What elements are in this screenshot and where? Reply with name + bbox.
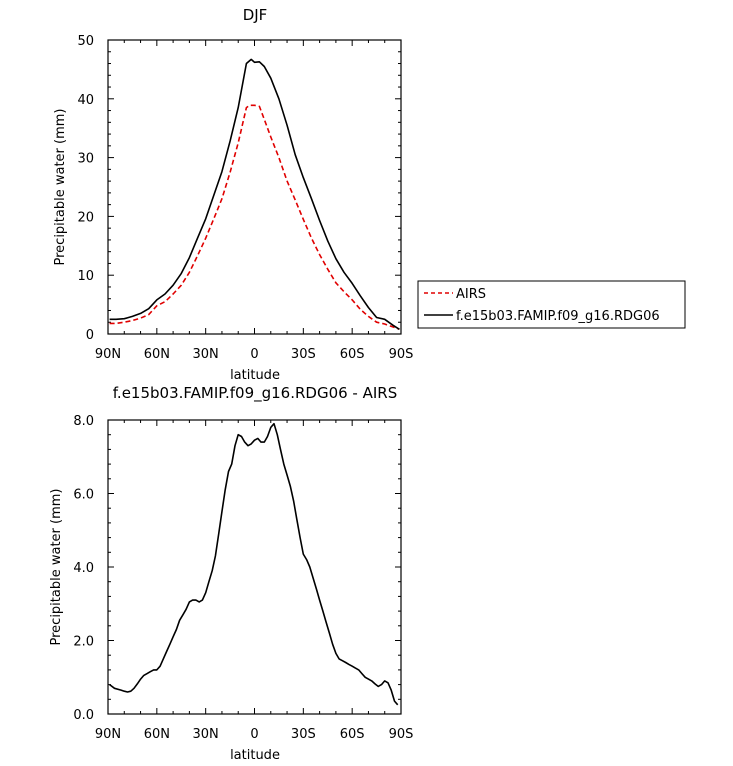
x-tick-label: 60S	[340, 727, 365, 742]
y-tick-label: 0	[86, 328, 94, 343]
bottom-panel: f.e15b03.FAMIP.f09_g16.RDG06 - AIRS 90N 6…	[49, 384, 413, 763]
x-tick-label: 90S	[389, 727, 414, 742]
y-tick-label: 30	[77, 152, 94, 167]
y-tick-label: 2.0	[73, 635, 94, 650]
y-tick-label: 0.0	[73, 708, 94, 723]
difference-series-line	[109, 422, 399, 706]
y-tick-label: 40	[77, 93, 94, 108]
legend: AIRS f.e15b03.FAMIP.f09_g16.RDG06	[417, 280, 686, 329]
x-tick-label: 90N	[95, 727, 121, 742]
legend-model-label: f.e15b03.FAMIP.f09_g16.RDG06	[456, 309, 660, 324]
bottom-axis-ticks: 90N 60N 30N 0 30S 60S 90S 0.0 2.0 4.0 6.0 8.0	[73, 414, 413, 742]
x-tick-label: 30S	[291, 347, 316, 362]
y-tick-label: 10	[77, 269, 94, 284]
legend-box	[417, 280, 686, 329]
x-tick-label: 30N	[193, 727, 219, 742]
bottom-y-axis-label: Precipitable water (mm)	[49, 489, 64, 646]
bottom-series-lines	[109, 422, 399, 706]
x-tick-label: 60N	[144, 347, 170, 362]
y-tick-label: 8.0	[73, 414, 94, 429]
bottom-panel-title: f.e15b03.FAMIP.f09_g16.RDG06 - AIRS	[113, 384, 398, 403]
x-tick-label: 0	[250, 727, 258, 742]
x-tick-label: 60N	[144, 727, 170, 742]
x-tick-label: 30N	[193, 347, 219, 362]
top-x-axis-label: latitude	[230, 368, 280, 383]
top-panel: DJF 90N 60N 30N 0 30S 60S 90S 0 10 20 30 40 50 latit…	[53, 6, 413, 383]
x-tick-label: 90S	[389, 347, 414, 362]
y-tick-label: 6.0	[73, 488, 94, 503]
x-tick-label: 90N	[95, 347, 121, 362]
bottom-x-axis-label: latitude	[230, 748, 280, 763]
top-series-lines	[109, 58, 400, 331]
top-y-axis-label: Precipitable water (mm)	[53, 109, 68, 266]
series-line-airs	[109, 104, 400, 331]
legend-airs-label: AIRS	[456, 287, 486, 302]
y-tick-label: 50	[77, 34, 94, 49]
x-tick-label: 0	[250, 347, 258, 362]
series-line-f-e15b03-famip-f09-g16-rdg06	[109, 58, 400, 330]
x-tick-label: 60S	[340, 347, 365, 362]
y-tick-label: 20	[77, 210, 94, 225]
x-tick-label: 30S	[291, 727, 316, 742]
y-tick-label: 4.0	[73, 561, 94, 576]
top-panel-title: DJF	[243, 6, 268, 24]
top-axis-ticks: 90N 60N 30N 0 30S 60S 90S 0 10 20 30 40 50	[77, 34, 413, 362]
